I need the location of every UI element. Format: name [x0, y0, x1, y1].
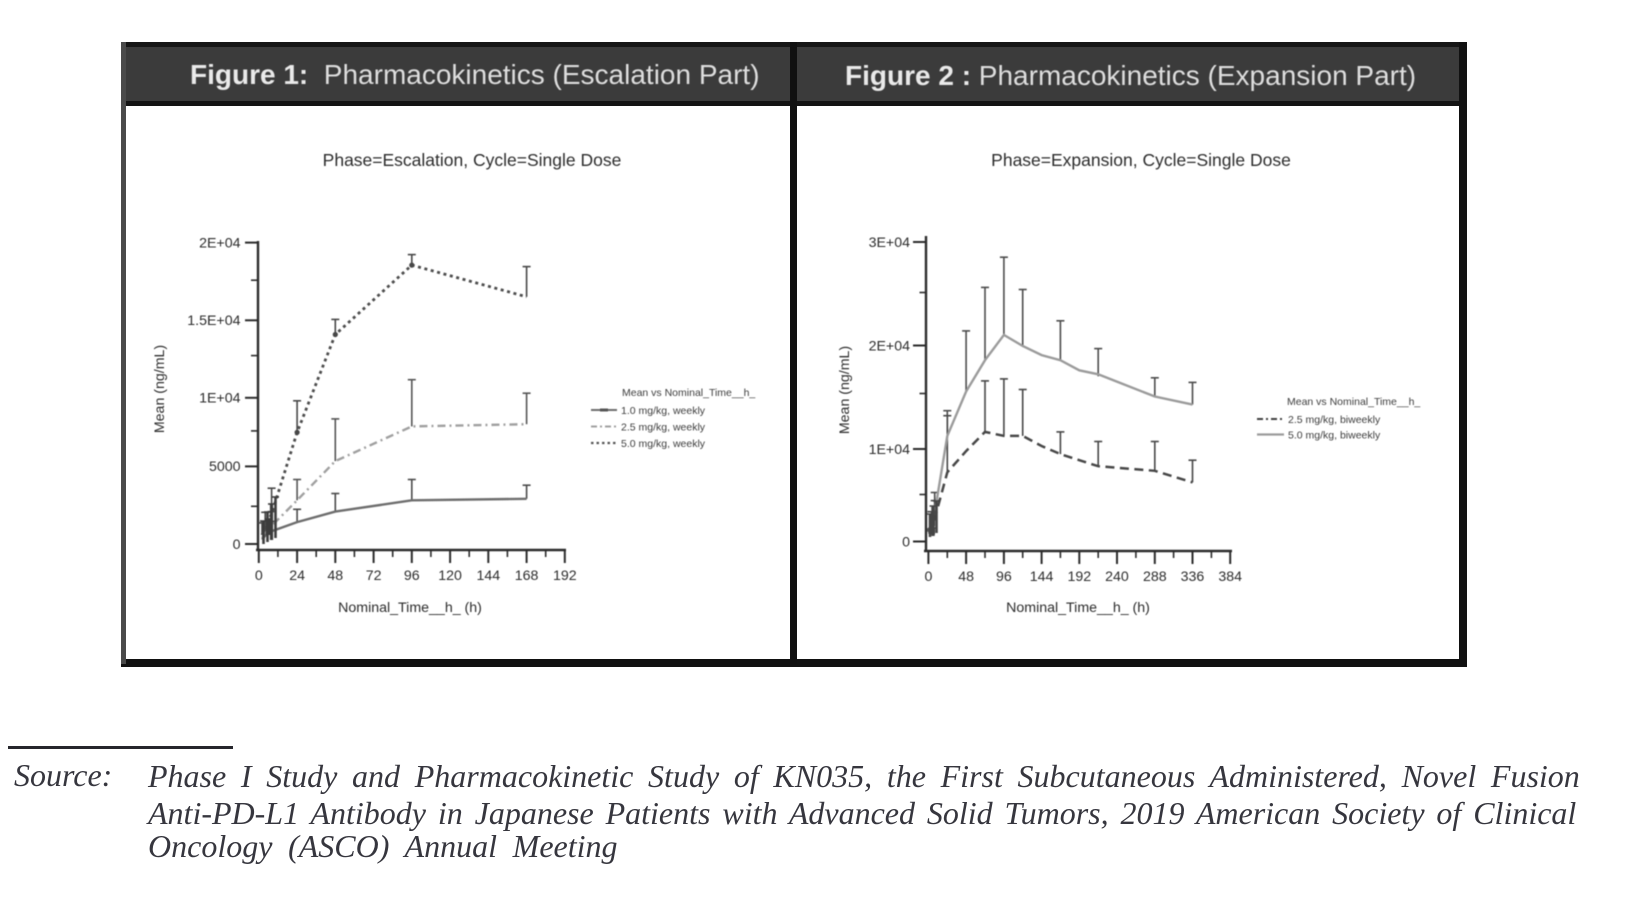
svg-text:Nominal_Time__h_ (h): Nominal_Time__h_ (h) [338, 600, 482, 616]
svg-text:24: 24 [289, 568, 305, 584]
svg-text:0: 0 [233, 537, 241, 553]
svg-text:Mean vs Nominal_Time__h_: Mean vs Nominal_Time__h_ [1287, 396, 1420, 408]
svg-text:96: 96 [996, 569, 1012, 585]
svg-text:5000: 5000 [209, 459, 241, 475]
svg-text:1.0 mg/kg, weekly: 1.0 mg/kg, weekly [621, 405, 706, 417]
svg-text:1.5E+04: 1.5E+04 [187, 313, 240, 329]
svg-text:3E+04: 3E+04 [869, 235, 911, 251]
svg-text:240: 240 [1105, 569, 1129, 585]
svg-text:2.5 mg/kg, weekly: 2.5 mg/kg, weekly [621, 422, 706, 434]
svg-text:Mean (ng/mL): Mean (ng/mL) [837, 346, 853, 434]
svg-text:2E+04: 2E+04 [199, 235, 241, 251]
svg-text:96: 96 [404, 568, 420, 584]
svg-text:1E+04: 1E+04 [869, 442, 911, 458]
svg-text:5.0 mg/kg, biweekly: 5.0 mg/kg, biweekly [1288, 430, 1381, 442]
svg-text:120: 120 [438, 568, 462, 584]
svg-text:192: 192 [1067, 569, 1091, 585]
svg-text:288: 288 [1143, 569, 1167, 585]
svg-text:144: 144 [1030, 569, 1054, 585]
svg-text:192: 192 [553, 568, 577, 584]
svg-text:Mean (ng/mL): Mean (ng/mL) [152, 345, 168, 433]
svg-text:Mean vs Nominal_Time__h_: Mean vs Nominal_Time__h_ [622, 387, 755, 399]
svg-text:2E+04: 2E+04 [869, 338, 911, 354]
svg-text:Phase=Escalation, Cycle=Single: Phase=Escalation, Cycle=Single Dose [323, 150, 622, 170]
svg-text:72: 72 [366, 568, 382, 584]
svg-text:Phase=Expansion, Cycle=Single: Phase=Expansion, Cycle=Single Dose [991, 150, 1291, 170]
svg-text:144: 144 [476, 568, 500, 584]
svg-text:384: 384 [1218, 569, 1242, 585]
svg-text:0: 0 [255, 568, 263, 584]
svg-text:5.0 mg/kg, weekly: 5.0 mg/kg, weekly [621, 438, 706, 450]
svg-text:2.5 mg/kg, biweekly: 2.5 mg/kg, biweekly [1288, 414, 1381, 426]
svg-text:48: 48 [327, 568, 343, 584]
svg-text:0: 0 [902, 534, 910, 550]
svg-text:Nominal_Time__h_ (h): Nominal_Time__h_ (h) [1006, 600, 1150, 616]
svg-text:0: 0 [924, 569, 932, 585]
svg-text:48: 48 [958, 569, 974, 585]
svg-text:168: 168 [515, 568, 539, 584]
svg-text:1E+04: 1E+04 [199, 391, 241, 407]
svg-text:336: 336 [1181, 569, 1205, 585]
